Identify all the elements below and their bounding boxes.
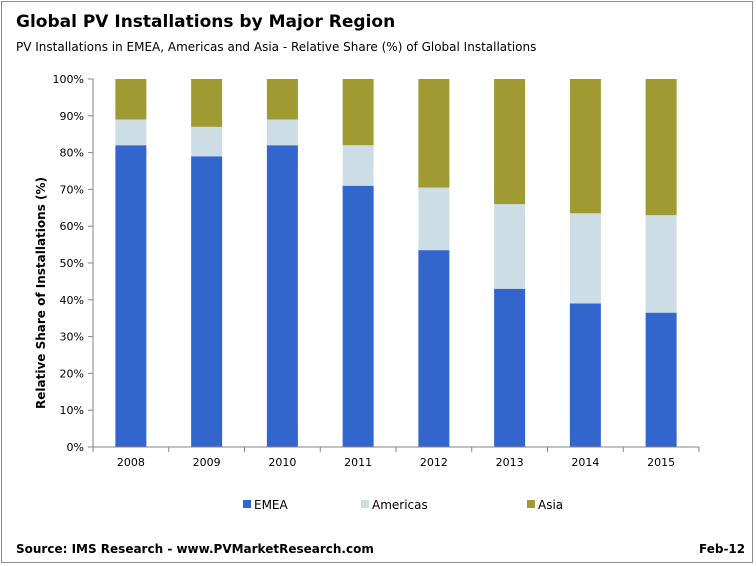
bar-americas-2010: [266, 119, 298, 146]
y-axis-label: Relative Share of Installations (%): [34, 177, 48, 409]
bar-asia-2015: [645, 79, 677, 216]
legend: EMEA Americas Asia: [243, 498, 563, 512]
bar-americas-2011: [342, 145, 374, 186]
chart-title: Global PV Installations by Major Region: [16, 12, 396, 32]
legend-label-emea: EMEA: [254, 498, 289, 512]
y-axis: 0% 10% 20% 30% 40% 50% 60% 70% 80% 90% 100%: [53, 73, 93, 454]
bars: [115, 79, 677, 448]
bar-emea-2015: [645, 312, 677, 447]
legend-swatch-americas: [361, 500, 369, 508]
y-tick-label: 0%: [67, 441, 84, 454]
y-tick-label: 40%: [60, 294, 84, 307]
y-tick-label: 10%: [60, 404, 84, 417]
x-axis: 2008 2009 2010 2011 2012 2013 2014 2015: [92, 447, 700, 469]
bar-americas-2013: [494, 204, 526, 289]
legend-swatch-asia: [527, 500, 535, 508]
bar-americas-2015: [645, 215, 677, 313]
y-tick-label: 100%: [53, 73, 84, 86]
bar-emea-2013: [494, 288, 526, 447]
legend-label-americas: Americas: [372, 498, 428, 512]
x-tick-label: 2011: [344, 456, 372, 469]
bar-americas-2009: [191, 126, 223, 157]
bar-emea-2014: [569, 303, 601, 447]
y-tick-label: 20%: [60, 367, 84, 380]
chart-subtitle: PV Installations in EMEA, Americas and A…: [16, 40, 537, 54]
bar-asia-2014: [569, 79, 601, 214]
x-tick-label: 2008: [117, 456, 145, 469]
bar-emea-2008: [115, 145, 147, 448]
date-note: Feb-12: [699, 542, 746, 556]
x-tick-label: 2012: [420, 456, 448, 469]
bar-emea-2010: [266, 145, 298, 448]
x-tick-label: 2015: [647, 456, 675, 469]
legend-swatch-emea: [243, 500, 251, 508]
bar-emea-2011: [342, 185, 374, 447]
axes: [92, 79, 699, 448]
bar-asia-2013: [494, 79, 526, 205]
bar-americas-2012: [418, 187, 450, 251]
y-tick-label: 30%: [60, 331, 84, 344]
bar-asia-2012: [418, 79, 450, 188]
y-tick-label: 50%: [60, 257, 84, 270]
bar-asia-2009: [191, 79, 223, 127]
bar-emea-2012: [418, 250, 450, 447]
y-tick-label: 70%: [60, 183, 84, 196]
x-tick-label: 2014: [571, 456, 599, 469]
y-tick-label: 60%: [60, 220, 84, 233]
legend-label-asia: Asia: [538, 498, 563, 512]
bar-asia-2008: [115, 79, 147, 120]
bar-americas-2008: [115, 119, 147, 146]
x-tick-label: 2010: [268, 456, 296, 469]
source-note: Source: IMS Research - www.PVMarketResea…: [16, 542, 374, 556]
x-tick-label: 2013: [496, 456, 524, 469]
bar-americas-2014: [569, 213, 601, 304]
x-tick-label: 2009: [193, 456, 221, 469]
y-tick-label: 90%: [60, 110, 84, 123]
bar-emea-2009: [191, 156, 223, 447]
bar-asia-2010: [266, 79, 298, 120]
y-tick-label: 80%: [60, 147, 84, 160]
bar-asia-2011: [342, 79, 374, 146]
